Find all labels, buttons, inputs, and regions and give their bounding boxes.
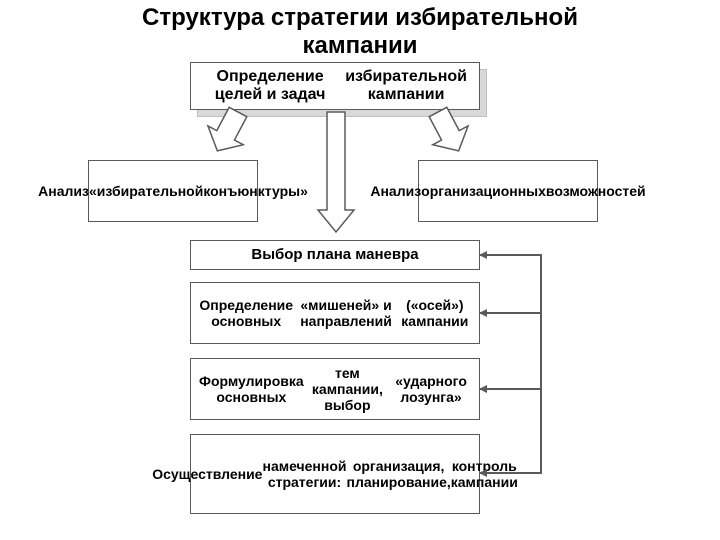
mid-box-1: Выбор плана маневра xyxy=(190,240,480,270)
bus-tap-2 xyxy=(480,388,542,390)
bus-tap-3 xyxy=(480,472,542,474)
title-line1: Структура стратегии избирательной xyxy=(142,4,578,31)
mid-box-4: Осуществлениенамеченной стратегии:органи… xyxy=(190,434,480,514)
bus-arrowhead-0 xyxy=(479,251,487,259)
bus-tap-1 xyxy=(480,312,542,314)
bus-arrowhead-3 xyxy=(479,469,487,477)
mid-box-2: Определение основных«мишеней» и направле… xyxy=(190,282,480,344)
title-line2: кампании xyxy=(303,32,418,59)
right-analysis-box: Анализорганизационныхвозможностей xyxy=(418,160,598,222)
left-analysis-box: Анализ«избирательнойконъюнктуры» xyxy=(88,160,258,222)
arrow-center xyxy=(318,112,354,232)
bus-vertical xyxy=(540,254,542,474)
mid-box-3: Формулировка основныхтем кампании, выбор… xyxy=(190,358,480,420)
root-box: Определение целей и задачизбирательной к… xyxy=(190,62,480,110)
bus-tap-0 xyxy=(480,254,542,256)
bus-arrowhead-2 xyxy=(479,385,487,393)
bus-arrowhead-1 xyxy=(479,309,487,317)
page-title: Структура стратегии избирательной кампан… xyxy=(0,4,720,59)
